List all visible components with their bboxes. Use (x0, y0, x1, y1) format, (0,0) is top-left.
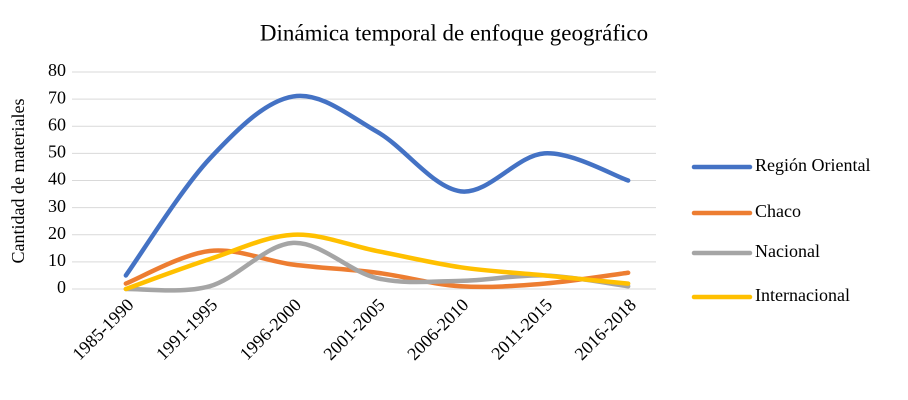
y-tick-label: 50 (48, 142, 66, 162)
chart-title: Dinámica temporal de enfoque geográfico (260, 20, 648, 45)
y-tick-label: 70 (48, 87, 66, 107)
x-tick-label: 2016-2018 (571, 295, 640, 364)
legend-label: Región Oriental (755, 155, 870, 175)
y-tick-label: 40 (48, 169, 66, 189)
y-tick-label: 60 (48, 114, 66, 134)
x-tick-label: 1996-2000 (236, 295, 305, 364)
series-line (123, 248, 631, 290)
y-tick-label: 0 (57, 277, 66, 297)
x-tick-label: 2011-2015 (487, 295, 556, 364)
y-tick-label: 80 (48, 60, 66, 80)
y-axis-label: Cantidad de materiales (8, 99, 28, 264)
legend-label: Nacional (755, 241, 820, 261)
x-tick-label: 2006-2010 (403, 295, 472, 364)
legend-label: Chaco (755, 201, 801, 221)
legend-label: Internacional (755, 285, 850, 305)
series-line (123, 93, 631, 278)
x-tick-label: 1991-1995 (152, 295, 221, 364)
y-tick-label: 10 (48, 250, 66, 270)
series-line (123, 232, 631, 292)
x-tick-label: 2001-2005 (319, 295, 388, 364)
y-tick-label: 30 (48, 196, 66, 216)
x-tick-label: 1985-1990 (68, 295, 137, 364)
y-tick-label: 20 (48, 223, 66, 243)
